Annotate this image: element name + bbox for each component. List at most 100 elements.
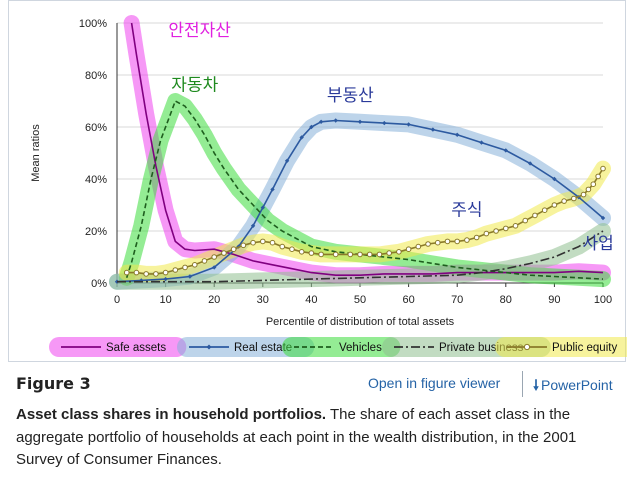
data-point-public-equity xyxy=(595,173,601,180)
figure-label: Figure 3 xyxy=(16,374,91,393)
x-tick-label: 30 xyxy=(257,294,269,306)
legend-highlight-public-equity xyxy=(495,337,627,357)
download-icon: 🠗 xyxy=(533,377,540,393)
data-point-public-equity xyxy=(201,258,208,264)
x-tick-label: 90 xyxy=(548,294,560,306)
data-point-real-estate xyxy=(270,187,275,192)
vehicles-korean-label: 자동차 xyxy=(171,76,218,95)
caption-title: Asset class shares in household portfoli… xyxy=(16,406,327,423)
chart: 0% 20% 40% 60% 80% 100% 0 10 20 30 40 50 60 70 80 90 100… xyxy=(30,15,627,357)
caption-body: The share of each asset class in the agg… xyxy=(16,406,577,468)
stocks-korean-label: 주식 xyxy=(451,200,482,219)
x-tick-label: 100 xyxy=(594,294,612,306)
data-point-real-estate xyxy=(250,223,256,228)
data-point-public-equity xyxy=(493,228,499,234)
data-point-public-equity xyxy=(444,238,451,245)
data-point-public-equity xyxy=(182,264,188,271)
legend-label-vehicles: Vehicles xyxy=(339,342,382,354)
y-tick-label: 0% xyxy=(91,278,107,290)
data-point-real-estate xyxy=(430,127,436,132)
data-point-public-equity xyxy=(522,217,529,224)
data-point-public-equity xyxy=(473,234,480,241)
data-point-public-equity xyxy=(366,251,373,258)
data-point-public-equity xyxy=(172,267,179,273)
x-tick-label: 10 xyxy=(159,294,171,306)
data-point-real-estate xyxy=(212,265,217,270)
data-point-real-estate xyxy=(600,215,606,221)
data-point-real-estate xyxy=(382,120,387,126)
data-point-real-estate xyxy=(284,158,290,163)
y-tick-label: 40% xyxy=(85,174,107,186)
y-axis-title: Mean ratios xyxy=(30,124,42,182)
data-point-public-equity xyxy=(585,186,592,193)
data-point-real-estate xyxy=(479,140,484,145)
data-point-public-equity xyxy=(561,198,567,204)
y-tick-label: 60% xyxy=(85,122,107,134)
data-point-public-equity xyxy=(230,246,237,252)
figure-toolbar: Figure 3 Open in figure viewer 🠗 PowerPoi… xyxy=(0,366,635,402)
data-point-real-estate xyxy=(163,276,168,282)
data-point-public-equity xyxy=(357,251,363,258)
legend-highlight-safe-assets xyxy=(49,337,187,357)
open-figure-viewer-link[interactable]: Open in figure viewer xyxy=(368,375,501,391)
series-line-vehicles xyxy=(125,100,604,280)
x-tick-label: 60 xyxy=(402,294,414,306)
powerpoint-link[interactable]: 🠗 PowerPoint xyxy=(533,375,613,399)
data-point-public-equity xyxy=(347,251,354,258)
data-point-real-estate xyxy=(357,119,363,124)
x-tick-label: 80 xyxy=(500,294,512,306)
data-point-public-equity xyxy=(240,242,247,249)
powerpoint-label: PowerPoint xyxy=(541,377,613,393)
figure-frame: 0% 20% 40% 60% 80% 100% 0 10 20 30 40 50 60 70 80 90 100… xyxy=(8,0,627,362)
legend-marker-real-estate xyxy=(206,344,212,350)
data-point-real-estate xyxy=(299,135,304,140)
data-point-public-equity xyxy=(308,250,315,256)
data-point-public-equity xyxy=(279,243,286,250)
data-point-public-equity xyxy=(415,243,422,250)
data-point-public-equity xyxy=(425,241,431,247)
data-point-real-estate xyxy=(455,132,460,137)
figure-caption: Asset class shares in household portfoli… xyxy=(16,404,626,472)
data-point-real-estate xyxy=(318,119,324,124)
x-tick-label: 70 xyxy=(451,294,463,306)
data-point-public-equity xyxy=(260,238,266,245)
business-korean-label: 사업 xyxy=(582,234,613,253)
legend-label-real-estate: Real estate xyxy=(234,342,292,354)
x-tick-label: 0 xyxy=(114,294,120,306)
data-point-public-equity xyxy=(580,191,587,198)
x-tick-label: 50 xyxy=(354,294,366,306)
data-point-public-equity xyxy=(143,271,149,277)
data-point-public-equity xyxy=(221,250,227,256)
data-point-public-equity xyxy=(162,269,169,276)
data-point-public-equity xyxy=(454,238,461,245)
data-point-public-equity xyxy=(512,223,519,229)
data-point-real-estate xyxy=(552,176,557,182)
real-estate-korean-label: 부동산 xyxy=(327,86,374,105)
data-point-real-estate xyxy=(187,274,193,279)
legend-highlight-real-estate xyxy=(177,337,315,357)
data-point-public-equity xyxy=(250,239,256,246)
series-line-private-business xyxy=(117,230,604,283)
data-point-public-equity xyxy=(600,165,606,172)
data-point-real-estate xyxy=(333,118,338,123)
data-point-public-equity xyxy=(483,230,490,237)
data-point-public-equity xyxy=(153,271,159,277)
data-point-public-equity xyxy=(590,181,597,187)
data-point-public-equity xyxy=(123,269,130,276)
x-tick-label: 20 xyxy=(208,294,220,306)
legend-label-public-equity: Public equity xyxy=(552,342,617,354)
data-point-public-equity xyxy=(133,269,140,276)
data-point-public-equity xyxy=(405,246,412,252)
data-point-public-equity xyxy=(532,212,538,219)
data-point-public-equity xyxy=(503,225,509,232)
y-tick-label: 20% xyxy=(85,226,107,238)
data-point-public-equity xyxy=(289,246,295,252)
data-point-public-equity xyxy=(211,254,217,260)
data-point-public-equity xyxy=(571,195,577,202)
legend-label-safe-assets: Safe assets xyxy=(106,342,166,354)
y-tick-label: 80% xyxy=(85,70,107,82)
data-point-public-equity xyxy=(386,250,392,256)
data-point-public-equity xyxy=(541,207,548,213)
x-axis-title: Percentile of distribution of total asse… xyxy=(266,316,455,328)
data-point-public-equity xyxy=(551,202,558,208)
